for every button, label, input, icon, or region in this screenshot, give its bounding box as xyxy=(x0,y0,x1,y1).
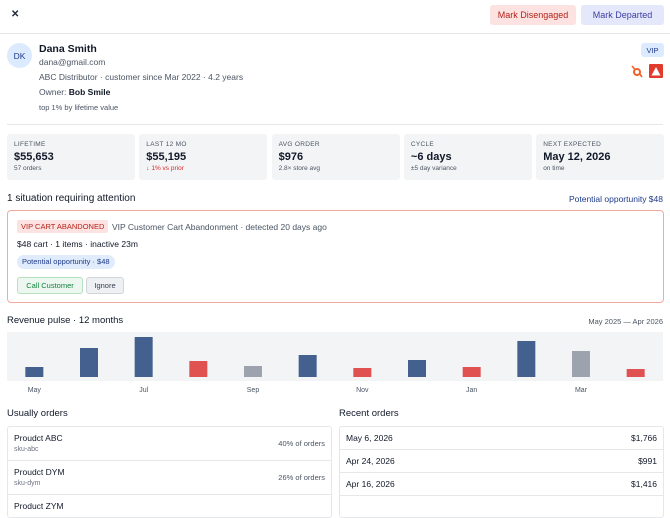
bar xyxy=(25,367,44,377)
order-date: May 6, 2026 xyxy=(346,433,393,443)
usual-row: Proudct ABC sku-abc 40% of orders xyxy=(8,427,331,461)
stat-card: LIFETIME $55,653 57 orders xyxy=(7,134,135,180)
order-row: Apr 16, 2026 $1,416 xyxy=(340,473,663,496)
usual-title: Usually orders xyxy=(7,408,68,419)
bar xyxy=(572,351,590,377)
stat-label: LIFETIME xyxy=(14,141,46,148)
stat-note: 2.8× store avg xyxy=(278,165,320,172)
stat-note: ±5 day variance xyxy=(410,165,457,172)
product-sku: sku-dym xyxy=(14,480,41,487)
customer-name: Dana Smith xyxy=(39,43,97,55)
divider xyxy=(7,124,663,125)
recent-list: May 6, 2026 $1,766 Apr 24, 2026 $991 Apr 16,… xyxy=(339,426,664,518)
chart-background xyxy=(7,332,663,381)
order-row xyxy=(340,496,663,517)
divider xyxy=(0,33,670,34)
alert-detail: $48 cart · 1 items · inactive 23m xyxy=(17,239,138,249)
product-share: 26% of orders xyxy=(278,473,325,482)
stat-card: LAST 12 MO $55,195 ↓ 1% vs prior xyxy=(139,134,268,180)
bar xyxy=(353,368,372,377)
month-label: Mar xyxy=(575,387,588,394)
order-amount: $1,416 xyxy=(631,479,657,489)
ignore-button[interactable]: Ignore xyxy=(86,277,124,294)
vip-badge: VIP xyxy=(641,43,664,57)
hubspot-icon[interactable] xyxy=(633,68,641,76)
integration-icons xyxy=(631,64,663,78)
alert-description: VIP Customer Cart Abandonment · detected… xyxy=(112,222,327,232)
pulse-title: Revenue pulse · 12 months xyxy=(7,315,124,326)
stat-card: AVG ORDER $976 2.8× store avg xyxy=(271,134,400,180)
pulse-range: May 2025 — Apr 2026 xyxy=(588,317,663,326)
alert-tag: VIP CART ABANDONED xyxy=(17,220,109,233)
hubspot-icon xyxy=(639,73,643,78)
bar xyxy=(626,369,645,377)
alert-icon xyxy=(651,67,661,76)
order-amount: $991 xyxy=(638,456,657,466)
usual-row: Proudct DYM sku-dym 26% of orders xyxy=(8,461,331,495)
product-name: Proudct ABC xyxy=(14,433,63,443)
month-label: Sep xyxy=(247,387,260,394)
stat-label: NEXT EXPECTED xyxy=(543,141,602,148)
disengaged-button[interactable]: Mark Disengaged xyxy=(490,5,576,25)
stat-value: ~6 days xyxy=(410,151,452,163)
usual-row: Product ZYM xyxy=(8,495,331,517)
stat-note: on time xyxy=(543,165,565,172)
usual-list: Proudct ABC sku-abc 40% of orders Proudct D… xyxy=(7,426,332,518)
rank: top 1% by lifetime value xyxy=(39,103,119,112)
order-row: Apr 24, 2026 $991 xyxy=(340,450,663,473)
product-name: Product ZYM xyxy=(14,501,64,511)
owner-label: Owner: xyxy=(39,87,67,97)
product-share: 40% of orders xyxy=(278,439,325,448)
bar xyxy=(408,360,426,377)
product-sku: sku-abc xyxy=(14,446,39,453)
stat-card: NEXT EXPECTED May 12, 2026 on time xyxy=(536,134,665,180)
stat-label: CYCLE xyxy=(410,141,435,148)
stat-value: $55,195 xyxy=(146,151,187,163)
month-label: Nov xyxy=(356,387,369,394)
bar xyxy=(517,341,536,377)
month-label: May xyxy=(28,387,42,394)
customer-details: ABC Distributor · customer since Mar 202… xyxy=(39,72,244,82)
attention-title: 1 situation requiring attention xyxy=(7,193,136,204)
month-label: Jul xyxy=(139,387,148,394)
owner-line: Owner: Bob Smile xyxy=(39,87,110,97)
pulse-chart: May Jul Sep Nov Jan Mar xyxy=(7,332,663,394)
order-date: Apr 24, 2026 xyxy=(346,456,395,466)
product-name: Proudct DYM xyxy=(14,467,65,477)
call-button[interactable]: Call Customer xyxy=(17,277,83,294)
stat-value: May 12, 2026 xyxy=(543,151,611,163)
stat-value: $976 xyxy=(278,151,304,163)
bar xyxy=(189,361,208,377)
stat-note: ↓ 1% vs prior xyxy=(146,165,184,172)
owner-name: Bob Smile xyxy=(68,87,111,97)
order-amount: $1,766 xyxy=(631,433,657,443)
avatar: DK xyxy=(7,43,32,68)
recent-title: Recent orders xyxy=(339,408,399,419)
stat-label: AVG ORDER xyxy=(278,141,320,148)
month-label: Jan xyxy=(466,387,477,394)
stat-value: $55,653 xyxy=(14,151,54,163)
opportunity-pill: Potential opportunity · $48 xyxy=(17,255,115,269)
close-button[interactable]: ✕ xyxy=(11,9,20,20)
bar xyxy=(134,337,153,377)
page: {"header":{"close":"✕","buttons":["Mark … xyxy=(0,5,670,518)
order-date: Apr 16, 2026 xyxy=(346,479,395,489)
attention-summary: Potential opportunity $48 xyxy=(568,194,663,204)
stat-card: CYCLE ~6 days ±5 day variance xyxy=(403,134,532,180)
stat-note: 57 orders xyxy=(14,165,42,172)
customer-email: dana@gmail.com xyxy=(39,57,106,67)
stat-label: LAST 12 MO xyxy=(146,141,187,148)
bar xyxy=(80,348,98,377)
departed-button[interactable]: Mark Departed xyxy=(581,5,664,25)
order-row: May 6, 2026 $1,766 xyxy=(340,427,663,450)
bar xyxy=(244,366,262,377)
bar xyxy=(298,355,317,377)
hubspot-icon xyxy=(631,65,636,71)
alert-card xyxy=(7,210,664,303)
bar xyxy=(462,367,481,377)
